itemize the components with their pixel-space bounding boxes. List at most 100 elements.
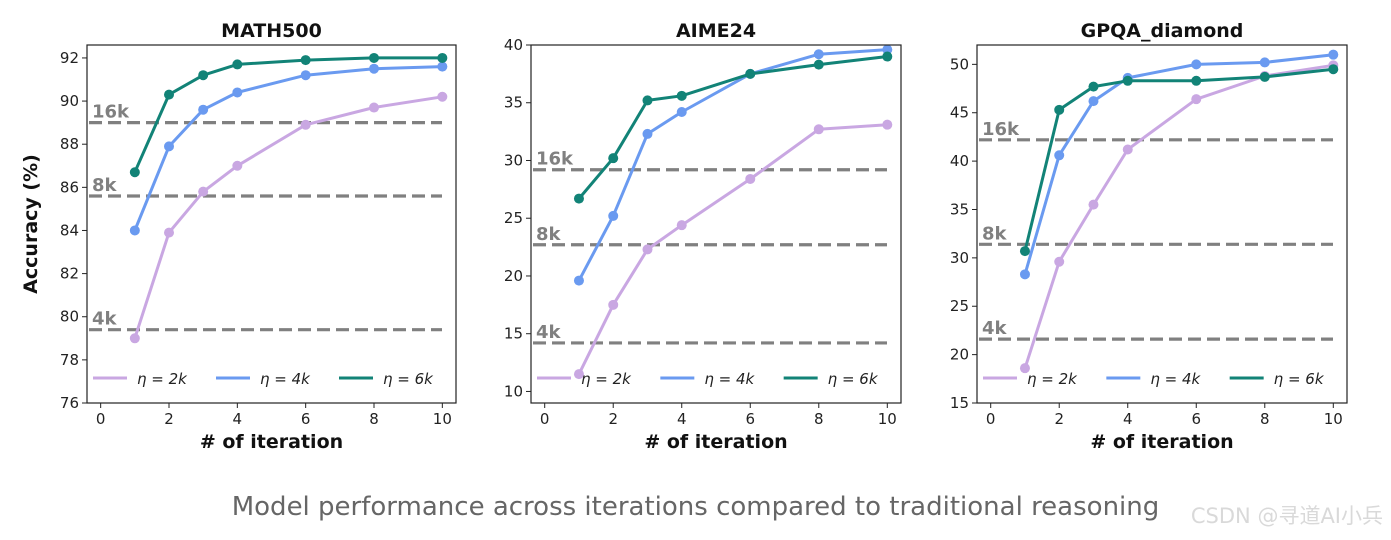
legend-label-eta_4k: η = 4k	[260, 370, 311, 388]
data-point-eta_4k	[437, 61, 448, 72]
x-tick-label: 10	[433, 410, 452, 428]
data-point-eta_2k	[882, 119, 893, 130]
data-point-eta_2k	[813, 124, 824, 135]
legend-label-eta_6k: η = 6k	[1274, 370, 1325, 388]
data-point-eta_4k	[813, 49, 824, 60]
data-point-eta_2k	[369, 102, 379, 113]
plot-frame	[976, 44, 1348, 404]
legend-label-eta_2k: η = 2k	[1027, 370, 1078, 388]
x-axis-label: # of iteration	[644, 431, 787, 453]
x-tick-label: 2	[1054, 410, 1064, 428]
baseline-label-16k: 16k	[536, 149, 574, 170]
data-point-eta_2k	[745, 173, 756, 184]
baseline-label-16k: 16k	[92, 102, 130, 123]
x-tick-label: 0	[540, 410, 550, 428]
data-point-eta_6k	[129, 167, 140, 178]
y-tick-label: 86	[60, 178, 79, 196]
y-tick-label: 25	[504, 209, 523, 227]
data-point-eta_4k	[882, 44, 893, 55]
y-tick-label: 35	[950, 200, 969, 218]
data-point-eta_6k	[813, 59, 824, 70]
legend-label-eta_2k: η = 2k	[137, 370, 188, 388]
x-tick-label: 10	[878, 410, 897, 428]
y-tick-label: 88	[60, 135, 79, 153]
data-point-eta_4k	[1328, 49, 1339, 60]
data-point-eta_6k	[1122, 75, 1133, 86]
figure-caption: Model performance across iterations comp…	[231, 492, 1160, 522]
y-tick-label: 78	[60, 351, 79, 369]
data-point-eta_2k	[198, 186, 209, 197]
baseline-label-8k: 8k	[92, 175, 118, 196]
x-tick-label: 6	[745, 410, 755, 428]
series-line-eta_2k	[1023, 63, 1334, 369]
y-tick-label: 76	[60, 394, 79, 412]
data-point-eta_4k	[608, 210, 619, 221]
data-point-eta_6k	[300, 55, 311, 66]
chart-title: GPQA_diamond	[1081, 20, 1244, 42]
data-point-eta_2k	[1019, 363, 1030, 374]
data-point-eta_6k	[369, 52, 379, 63]
y-tick-label: 30	[504, 151, 523, 169]
legend-label-eta_6k: η = 6k	[828, 370, 879, 388]
data-point-eta_6k	[573, 193, 584, 204]
series-line-eta_2k	[577, 123, 888, 375]
y-tick-label: 45	[950, 104, 969, 122]
series-line-eta_6k	[1023, 67, 1334, 252]
data-point-eta_6k	[1054, 104, 1065, 115]
x-tick-label: 4	[233, 410, 243, 428]
data-point-eta_6k	[642, 95, 653, 106]
data-point-eta_4k	[676, 106, 687, 117]
data-point-eta_4k	[129, 225, 140, 236]
data-point-eta_6k	[608, 153, 619, 164]
data-point-eta_2k	[642, 244, 653, 255]
data-point-eta_2k	[1191, 94, 1202, 105]
data-point-eta_6k	[232, 59, 243, 70]
y-tick-label: 35	[504, 94, 523, 112]
baseline-label-8k: 8k	[982, 223, 1008, 244]
data-point-eta_6k	[1191, 75, 1202, 86]
data-point-eta_6k	[198, 70, 209, 81]
data-point-eta_6k	[1259, 71, 1270, 82]
legend-label-eta_2k: η = 2k	[581, 370, 632, 388]
data-point-eta_2k	[573, 369, 584, 380]
y-tick-label: 90	[60, 92, 79, 110]
x-tick-label: 6	[301, 410, 311, 428]
data-point-eta_6k	[437, 52, 448, 63]
data-point-eta_2k	[437, 91, 448, 102]
baseline-label-16k: 16k	[982, 119, 1020, 140]
data-point-eta_4k	[164, 141, 174, 152]
data-point-eta_6k	[1328, 64, 1339, 75]
y-tick-label: 40	[504, 36, 523, 54]
x-tick-label: 0	[986, 410, 996, 428]
data-point-eta_6k	[164, 89, 174, 100]
x-tick-label: 10	[1324, 410, 1343, 428]
data-point-eta_4k	[573, 275, 584, 286]
x-axis-label: # of iteration	[200, 431, 343, 453]
x-tick-label: 6	[1191, 410, 1201, 428]
series-line-eta_4k	[133, 65, 443, 232]
data-point-eta_6k	[882, 51, 893, 62]
data-point-eta_2k	[164, 227, 174, 238]
y-tick-label: 15	[504, 325, 523, 343]
plot-frame	[86, 44, 457, 404]
legend-label-eta_4k: η = 4k	[704, 370, 755, 388]
x-tick-label: 8	[814, 410, 824, 428]
x-tick-label: 0	[96, 410, 106, 428]
legend-label-eta_4k: η = 4k	[1150, 370, 1201, 388]
x-tick-label: 8	[1260, 410, 1270, 428]
data-point-eta_2k	[1122, 144, 1133, 155]
y-tick-label: 10	[504, 382, 523, 400]
chart-title: MATH500	[221, 20, 322, 42]
y-tick-label: 30	[950, 249, 969, 267]
x-tick-label: 2	[608, 410, 618, 428]
y-axis-label: Accuracy (%)	[20, 154, 42, 294]
x-tick-label: 8	[369, 410, 379, 428]
data-point-eta_6k	[745, 68, 756, 79]
y-tick-label: 50	[950, 55, 969, 73]
y-tick-label: 15	[950, 394, 969, 412]
data-point-eta_2k	[300, 119, 311, 130]
data-point-eta_4k	[369, 63, 379, 74]
x-tick-label: 2	[164, 410, 174, 428]
data-point-eta_2k	[608, 299, 619, 310]
data-point-eta_6k	[1019, 246, 1030, 257]
